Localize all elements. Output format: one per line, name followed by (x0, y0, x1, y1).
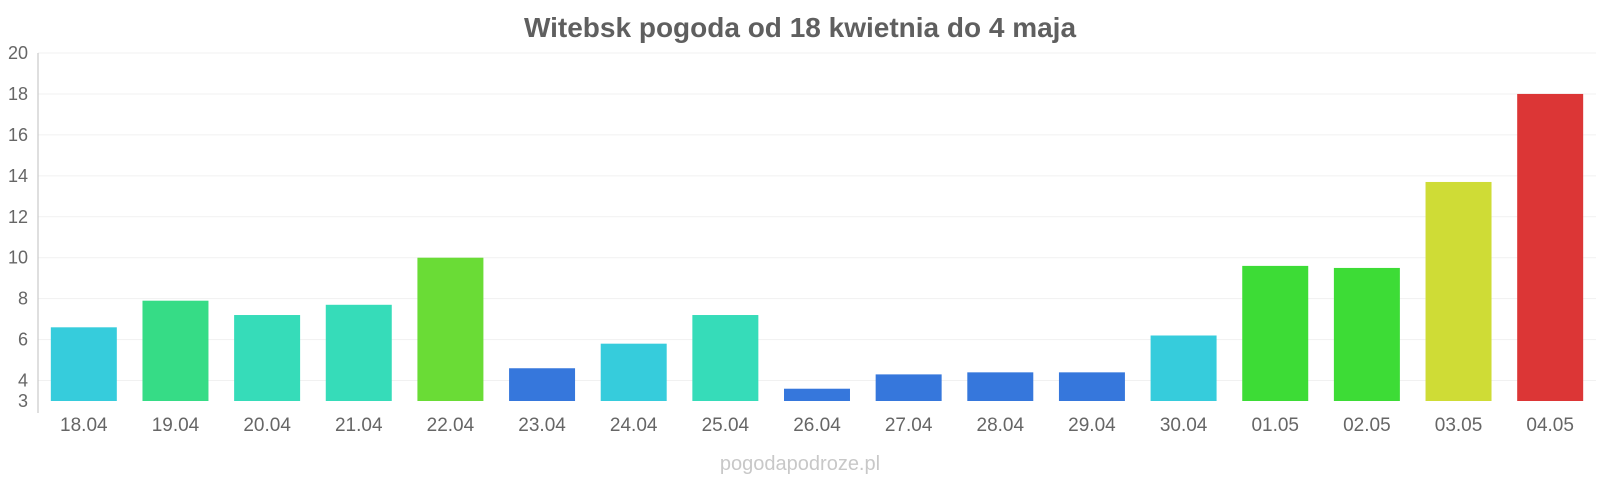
source-watermark: pogodapodroze.pl (720, 453, 880, 475)
x-axis-tick-labels: 18.04 19.04 20.04 21.04 22.04 23.04 24.04 25.04… (60, 415, 1574, 436)
x-tick-label: 30.04 (1160, 415, 1208, 436)
y-tick-label: 12 (8, 207, 28, 227)
y-tick-label: 3 (18, 391, 28, 411)
x-tick-label: 18.04 (60, 415, 108, 436)
bar-25.04 (692, 315, 759, 401)
y-axis-tick-labels: 34 6 8 10 12 14 16 18 20 (8, 43, 28, 411)
x-tick-label: 04.05 (1526, 415, 1574, 436)
x-tick-label: 21.04 (335, 415, 383, 436)
x-tick-label: 02.05 (1343, 415, 1391, 436)
bar-24.04 (600, 343, 667, 401)
y-tick-label: 16 (8, 125, 28, 145)
bar-23.04 (509, 368, 576, 401)
x-tick-label: 27.04 (885, 415, 933, 436)
x-tick-label: 24.04 (610, 415, 658, 436)
bar-30.04 (1150, 335, 1217, 401)
y-tick-label: 18 (8, 84, 28, 104)
bar-28.04 (967, 372, 1034, 401)
bar-04.05 (1517, 93, 1584, 402)
bar-26.04 (784, 388, 850, 401)
bar-22.04 (417, 257, 484, 401)
bar-20.04 (234, 315, 301, 401)
y-tick-label: 20 (8, 43, 28, 63)
bars (50, 93, 1584, 402)
bar-18.04 (50, 327, 117, 401)
bar-02.05 (1333, 267, 1400, 401)
bar-29.04 (1058, 372, 1125, 401)
x-tick-label: 29.04 (1068, 415, 1116, 436)
x-tick-label: 01.05 (1251, 415, 1299, 436)
bar-27.04 (875, 374, 942, 401)
x-tick-label: 22.04 (427, 415, 475, 436)
chart-title: Witebsk pogoda od 18 kwietnia do 4 maja (524, 12, 1077, 43)
y-tick-label: 14 (8, 166, 28, 186)
y-tick-label: 8 (18, 289, 28, 309)
y-tick-label: 10 (8, 248, 28, 268)
bar-21.04 (325, 304, 392, 401)
bar-03.05 (1425, 181, 1492, 401)
y-tick-label: 6 (18, 330, 28, 350)
bar-19.04 (142, 300, 209, 401)
x-tick-label: 28.04 (977, 415, 1025, 436)
x-tick-label: 23.04 (518, 415, 566, 436)
x-tick-label: 19.04 (152, 415, 200, 436)
x-tick-label: 26.04 (793, 415, 841, 436)
x-tick-label: 03.05 (1435, 415, 1483, 436)
y-tick-label: 4 (18, 371, 28, 391)
bar-01.05 (1242, 265, 1309, 401)
x-tick-label: 25.04 (702, 415, 750, 436)
x-tick-label: 20.04 (243, 415, 291, 436)
